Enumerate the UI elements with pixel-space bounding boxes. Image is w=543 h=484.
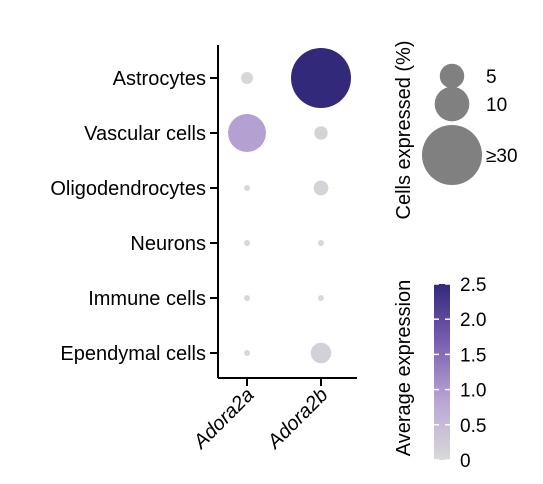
- dot-adora2b-ependymal-cells: [310, 342, 332, 364]
- dot-adora2b-astrocytes: [291, 48, 351, 108]
- color-tick-label: 0.5: [460, 416, 486, 437]
- size-legend-dot: [422, 125, 482, 185]
- dot-adora2a-oligodendrocytes: [244, 185, 250, 191]
- x-tick-label-adora2a: Adora2a: [189, 384, 259, 454]
- size-legend-dot: [434, 86, 470, 122]
- y-tick-label-immune-cells: Immune cells: [88, 288, 206, 310]
- color-tick-label: 2.5: [460, 275, 486, 296]
- y-tick-label-astrocytes: Astrocytes: [113, 68, 206, 90]
- size-legend-label: 5: [486, 67, 497, 88]
- color-tick-label: 2.0: [460, 310, 486, 331]
- dots: [228, 48, 351, 364]
- y-tick-label-vascular-cells: Vascular cells: [84, 123, 206, 145]
- color-legend-title: Average expression: [393, 280, 415, 456]
- dot-adora2a-neurons: [244, 240, 250, 246]
- size-legend-label: 10: [486, 95, 507, 116]
- color-tick-label: 0: [460, 451, 471, 472]
- dot-adora2a-vascular-cells: [228, 114, 266, 152]
- color-tick-label: 1.5: [460, 345, 486, 366]
- size-legend: Cells expressed (%) 5 10 ≥30: [393, 41, 518, 220]
- color-legend-ticks: 2.5 2.0 1.5 1.0 0.5 0: [434, 275, 486, 472]
- x-ticks: Adora2a Adora2b: [189, 378, 333, 454]
- dot-adora2a-immune-cells: [244, 295, 250, 301]
- color-bar: [434, 284, 450, 460]
- x-tick-label-adora2b: Adora2b: [263, 384, 333, 454]
- dot-adora2b-vascular-cells: [314, 126, 328, 140]
- y-tick-label-oligodendrocytes: Oligodendrocytes: [50, 178, 206, 200]
- size-legend-dot: [439, 63, 465, 89]
- dot-adora2b-neurons: [318, 240, 324, 246]
- y-ticks: Astrocytes Vascular cells Oligodendrocytes…: [50, 68, 218, 365]
- size-legend-title: Cells expressed (%): [393, 41, 415, 220]
- dot-adora2a-astrocytes: [241, 72, 253, 84]
- color-tick-label: 1.0: [460, 381, 486, 402]
- dot-adora2b-oligodendrocytes: [313, 180, 329, 196]
- y-tick-label-ependymal-cells: Ependymal cells: [60, 343, 206, 365]
- size-legend-entries: 5 10 ≥30: [422, 63, 518, 185]
- dot-adora2a-ependymal-cells: [244, 350, 250, 356]
- color-legend: Average expression 2.5 2.0 1.5 1.0 0.5 0: [393, 275, 486, 472]
- y-tick-label-neurons: Neurons: [130, 233, 206, 255]
- size-legend-label: ≥30: [486, 146, 518, 167]
- dot-adora2b-immune-cells: [318, 295, 324, 301]
- plot-area: Astrocytes Vascular cells Oligodendrocytes…: [50, 45, 357, 454]
